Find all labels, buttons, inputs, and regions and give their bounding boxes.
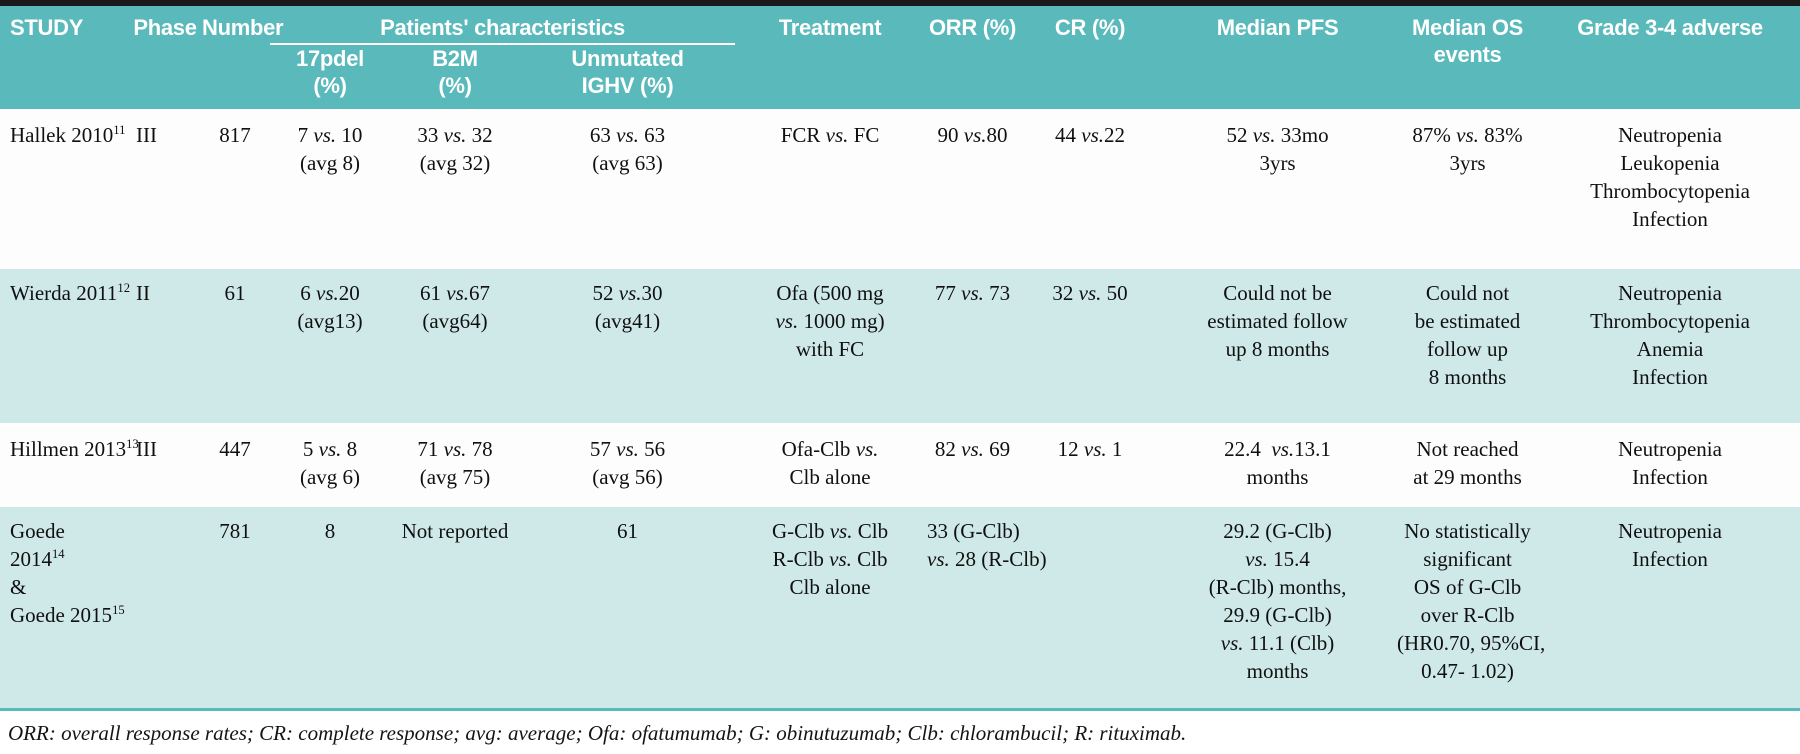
cell-number: 817 — [200, 110, 270, 269]
col-header-treatment: Treatment — [735, 3, 926, 111]
cell-phase: II — [130, 268, 200, 425]
col-header-number: Number — [200, 3, 284, 111]
cell-ighv: 63 vs. 63 (avg 63) — [520, 110, 736, 269]
cell-17pdel: 6 vs.20 (avg13) — [270, 268, 390, 425]
cell-treatment: G-Clb vs. Clb R-Clb vs. Clb Clb alone — [735, 506, 926, 711]
table-row-hallek-2010: Hallek 201011 III 817 7 vs. 10 (avg 8) 3… — [0, 110, 1800, 269]
col-header-median-pfs: Median PFS — [1160, 3, 1396, 111]
col-header-cr: CR (%) — [1020, 3, 1161, 111]
cell-ighv: 61 — [520, 506, 736, 711]
cell-number: 61 — [200, 268, 270, 425]
cell-study: Wierda 201112 — [0, 268, 130, 425]
cell-phase — [130, 506, 200, 711]
table-header: STUDY Phase Number Patients' characteris… — [0, 3, 1800, 111]
cell-treatment: Ofa (500 mg vs. 1000 mg) with FC — [735, 268, 926, 425]
cell-treatment: FCR vs. FC — [735, 110, 926, 269]
table-row-goede-2014-2015: Goede 201414 & Goede 201515 781 8 Not re… — [0, 506, 1800, 711]
col-header-b2m: B2M (%) — [390, 44, 520, 111]
cell-b2m: 33 vs. 32 (avg 32) — [390, 110, 520, 269]
col-header-median-os: Median OS events — [1395, 3, 1541, 111]
col-header-adverse: Grade 3-4 adverse — [1540, 3, 1800, 111]
cell-ighv: 57 vs. 56 (avg 56) — [520, 424, 736, 507]
cell-cr: 32 vs. 50 — [1020, 268, 1161, 425]
cell-median-os: Not reached at 29 months — [1395, 424, 1541, 507]
col-header-ighv: Unmutated IGHV (%) — [520, 44, 736, 111]
abbreviations-footnote: ORR: overall response rates; CR: complet… — [8, 720, 1187, 745]
col-header-patients-characteristics: Patients' characteristics — [270, 3, 736, 45]
header-row-main: STUDY Phase Number Patients' characteris… — [0, 3, 1800, 111]
cell-ighv: 52 vs.30 (avg41) — [520, 268, 736, 425]
cell-median-pfs: 29.2 (G-Clb) vs. 15.4 (R-Clb) months, 29… — [1160, 506, 1396, 711]
cell-orr: 77 vs. 73 — [925, 268, 1021, 425]
cell-study: Hallek 201011 — [0, 110, 130, 269]
cell-adverse: Neutropenia Leukopenia Thrombocytopenia … — [1540, 110, 1800, 269]
cell-median-os: No statistically significant OS of G-Clb… — [1395, 506, 1545, 711]
table-row-hillmen-2013: Hillmen 201313 III 447 5 vs. 8 (avg 6) 7… — [0, 424, 1800, 507]
col-header-orr: ORR (%) — [925, 3, 1021, 111]
cell-median-pfs: 22.4 vs.13.1 months — [1160, 424, 1396, 507]
table-body: Hallek 201011 III 817 7 vs. 10 (avg 8) 3… — [0, 110, 1800, 711]
cell-orr: 82 vs. 69 — [925, 424, 1021, 507]
cell-adverse: Neutropenia Thrombocytopenia Anemia Infe… — [1540, 268, 1800, 425]
cell-17pdel: 5 vs. 8 (avg 6) — [270, 424, 390, 507]
cell-median-os: 87% vs. 83% 3yrs — [1395, 110, 1541, 269]
cell-cr: 44 vs.22 — [1020, 110, 1161, 269]
cell-median-pfs: 52 vs. 33mo 3yrs — [1160, 110, 1396, 269]
cell-number: 447 — [200, 424, 270, 507]
clinical-trials-table: STUDY Phase Number Patients' characteris… — [0, 0, 1800, 711]
col-header-phase: Phase — [130, 3, 200, 111]
cell-orr: 90 vs.80 — [925, 110, 1021, 269]
header-row-sub: 17pdel (%) B2M (%) Unmutated IGHV (%) — [0, 44, 1800, 111]
cell-phase: III — [130, 424, 200, 507]
cell-b2m: Not reported — [390, 506, 520, 711]
cell-treatment: Ofa-Clb vs. Clb alone — [735, 424, 926, 507]
cell-b2m: 61 vs.67 (avg64) — [390, 268, 520, 425]
col-header-study: STUDY — [0, 3, 130, 111]
cell-17pdel: 8 — [270, 506, 390, 711]
cell-cr — [1020, 506, 1161, 711]
cell-number: 781 — [200, 506, 270, 711]
cell-b2m: 71 vs. 78 (avg 75) — [390, 424, 520, 507]
cell-adverse: Neutropenia Infection — [1540, 424, 1800, 507]
cell-phase: III — [130, 110, 200, 269]
cell-17pdel: 7 vs. 10 (avg 8) — [270, 110, 390, 269]
cell-study: Hillmen 201313 — [0, 424, 139, 507]
cell-median-os: Could not be estimated follow up 8 month… — [1395, 268, 1541, 425]
cell-cr: 12 vs. 1 — [1020, 424, 1161, 507]
cell-study: Goede 201414 & Goede 201515 — [0, 506, 130, 711]
cell-adverse: Neutropenia Infection — [1540, 506, 1800, 711]
cell-median-pfs: Could not be estimated follow up 8 month… — [1160, 268, 1396, 425]
cell-orr: 33 (G-Clb) vs. 28 (R-Clb) — [925, 506, 1047, 711]
table-row-wierda-2011: Wierda 201112 II 61 6 vs.20 (avg13) 61 v… — [0, 268, 1800, 425]
col-header-17pdel: 17pdel (%) — [270, 44, 390, 111]
